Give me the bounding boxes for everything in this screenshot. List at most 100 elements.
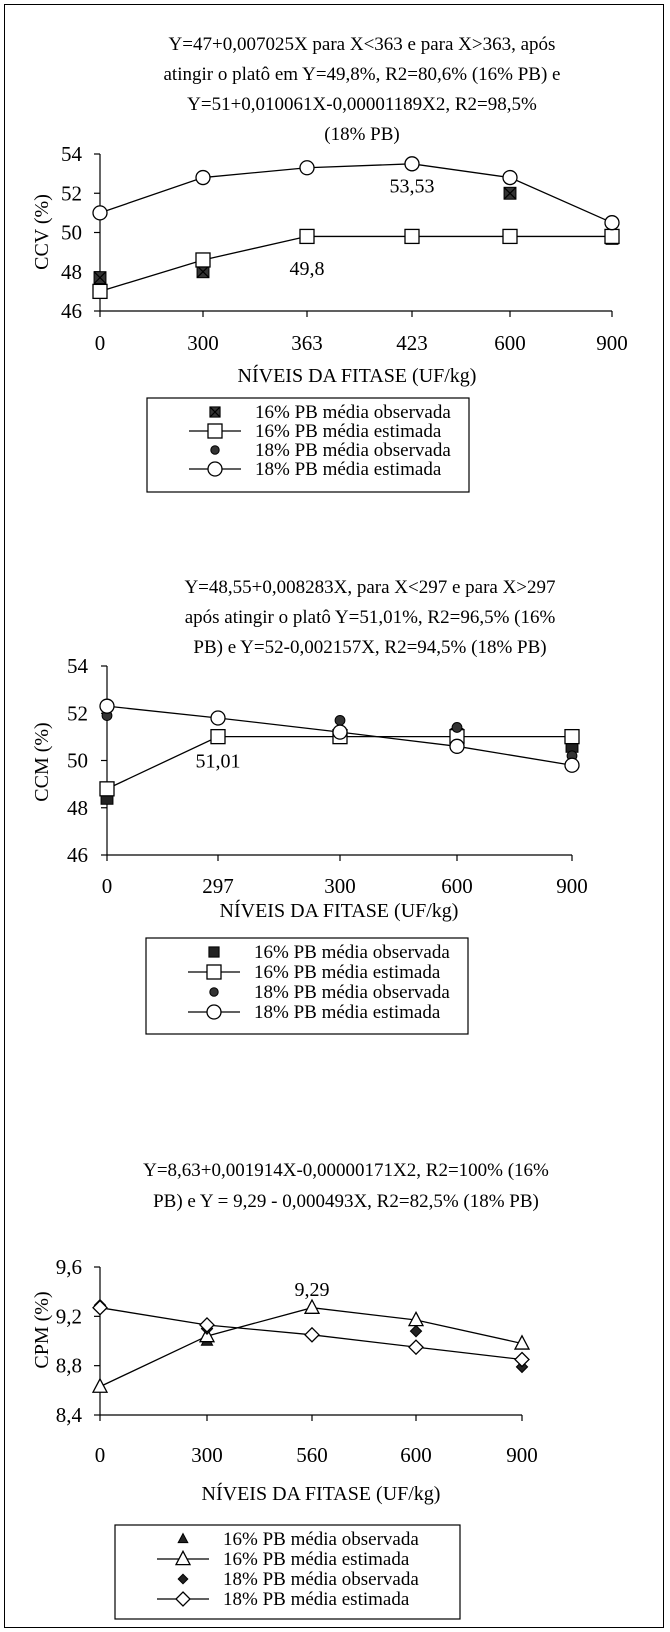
series-2	[92, 228, 620, 300]
series-4-point	[195, 169, 211, 186]
chart-1: Y=47+0,007025X para X<363 e para X>363, …	[31, 34, 628, 493]
series-2-point	[210, 728, 226, 745]
series-2-point	[502, 228, 518, 245]
series-2-point	[604, 228, 620, 245]
series-4-point	[92, 205, 108, 221]
legend-entry: 18% PB média estimada	[255, 459, 442, 480]
series-4-point	[332, 724, 348, 740]
legend-entry: 16% PB média estimada	[254, 962, 441, 983]
series-1	[93, 1333, 214, 1392]
series-3-point	[409, 1324, 423, 1338]
x-tick-label: 0	[95, 331, 106, 355]
series-4-point	[604, 215, 620, 231]
legend-entry: 16% PB média observada	[255, 402, 451, 423]
y-tick-label: 9,6	[56, 1255, 82, 1279]
data-label: 9,29	[295, 1279, 330, 1301]
legend-marker	[206, 964, 222, 980]
x-tick-label: 600	[400, 1443, 432, 1467]
series-2-line	[99, 235, 612, 292]
y-tick-label: 50	[67, 749, 88, 773]
y-tick-label: 50	[61, 221, 82, 245]
x-tick-label: 600	[494, 331, 526, 355]
y-tick-label: 46	[61, 299, 82, 323]
legend-marker-cross	[209, 406, 221, 418]
series-4-point	[502, 169, 518, 186]
series-1-point-cross	[93, 271, 107, 284]
series-2	[91, 1298, 531, 1393]
series-4	[99, 698, 580, 773]
series-4-point	[210, 710, 226, 726]
legend-entry: 18% PB média observada	[255, 440, 451, 461]
x-axis-label: NÍVEIS DA FITASE (UF/kg)	[202, 1482, 441, 1505]
series-1-point-cross	[503, 187, 517, 200]
legend-marker	[175, 1591, 191, 1607]
chart-2: Y=48,55+0,008283X, para X<297 e para X>2…	[31, 577, 588, 1035]
legend-marker	[209, 406, 221, 418]
series-4-point	[199, 1317, 215, 1333]
series-4	[92, 1299, 530, 1368]
series-4-point	[408, 1339, 424, 1356]
figure-frame	[4, 4, 664, 1628]
x-tick-label: 300	[187, 331, 219, 355]
chart-title-line: atingir o platô em Y=49,8%, R2=80,6% (16…	[164, 64, 561, 85]
legend-entry: 16% PB média observada	[254, 942, 450, 963]
legend-marker	[174, 1549, 192, 1566]
legend-entry: 16% PB média observada	[223, 1529, 419, 1550]
series-4-line	[99, 163, 613, 224]
data-label: 49,8	[290, 258, 325, 280]
series-2-point	[564, 728, 580, 745]
legend-marker	[207, 423, 223, 439]
y-tick-label: 52	[61, 181, 82, 205]
legend-marker	[206, 1004, 222, 1020]
y-tick-label: 54	[61, 142, 83, 166]
series-4-point	[564, 757, 580, 773]
x-tick-label: 297	[202, 874, 234, 898]
y-tick-label: 9,2	[56, 1304, 82, 1328]
legend-entry: 18% PB média observada	[223, 1569, 419, 1590]
y-tick-label: 48	[61, 260, 82, 284]
chart-title-line: Y=48,55+0,008283X, para X<297 e para X>2…	[184, 577, 555, 598]
chart-3: Y=8,63+0,001914X-0,00000171X2, R2=100% (…	[31, 1160, 549, 1620]
series-4-point	[99, 698, 115, 714]
chart-title-line: PB) e Y = 9,29 - 0,000493X, R2=82,5% (18…	[153, 1191, 539, 1212]
legend-entry: 16% PB média estimada	[255, 421, 442, 442]
y-tick-label: 8,8	[56, 1354, 82, 1378]
chart-title-line: Y=8,63+0,001914X-0,00000171X2, R2=100% (…	[143, 1160, 549, 1181]
y-tick-label: 54	[67, 654, 89, 678]
x-axis-label: NÍVEIS DA FITASE (UF/kg)	[238, 364, 477, 387]
legend-marker	[177, 1573, 189, 1585]
legend-marker	[177, 1532, 189, 1544]
legend-marker	[210, 445, 220, 455]
chart-title-line: Y=51+0,010061X-0,00001189X2, R2=98,5%	[187, 94, 537, 115]
y-tick-label: 46	[67, 843, 88, 867]
y-axis-label: CCV (%)	[31, 194, 53, 270]
data-label: 53,53	[390, 175, 435, 197]
y-axis-label: CPM (%)	[31, 1291, 53, 1368]
series-4-point	[299, 160, 315, 176]
series-4-point	[404, 156, 420, 172]
legend-box	[114, 1524, 461, 1620]
x-tick-label: 600	[441, 874, 473, 898]
series-2-line	[106, 735, 572, 790]
series-2-point	[404, 228, 420, 245]
series-4-point	[514, 1351, 530, 1368]
series-2-point	[91, 1377, 109, 1393]
series-2-point	[299, 228, 315, 245]
series-1-point	[503, 186, 517, 200]
x-tick-label: 900	[556, 874, 588, 898]
chart-title-line: após atingir o platô Y=51,01%, R2=96,5% …	[185, 607, 556, 628]
x-tick-label: 423	[396, 331, 428, 355]
chart-title-line: Y=47+0,007025X para X<363 e para X>363, …	[169, 34, 556, 55]
series-4-point	[92, 1299, 108, 1316]
series-4-point	[449, 738, 465, 754]
legend-marker	[207, 461, 223, 477]
legend-box	[146, 397, 470, 493]
series-3-point	[334, 714, 346, 726]
x-tick-label: 300	[324, 874, 356, 898]
series-2-point	[195, 252, 211, 268]
y-tick-label: 48	[67, 796, 88, 820]
